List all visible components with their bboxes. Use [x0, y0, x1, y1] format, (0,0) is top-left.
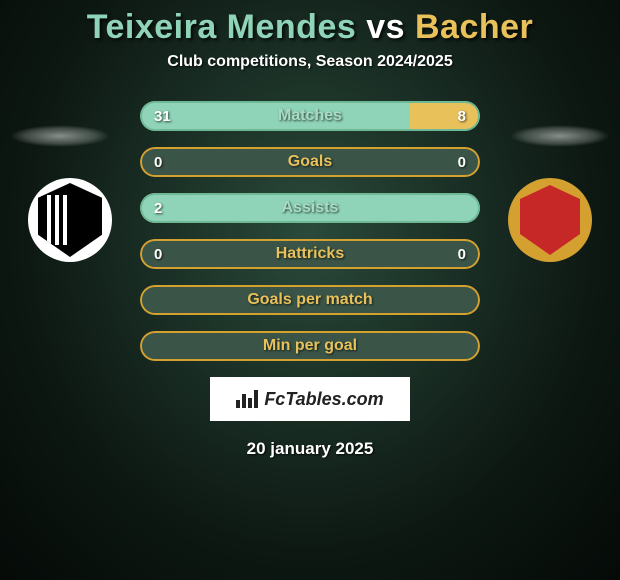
date-text: 20 january 2025 [0, 439, 620, 459]
stat-bar-row: Hattricks0 0 [140, 239, 480, 269]
fctables-badge: FcTables.com [210, 377, 410, 421]
bar-value-right: 0 [458, 239, 466, 269]
bar-value-left: 0 [154, 239, 162, 269]
stat-bar-row: Assists2 [140, 193, 480, 223]
club-crest-left [28, 178, 112, 262]
subtitle: Club competitions, Season 2024/2025 [0, 53, 620, 71]
bar-label: Goals [140, 147, 480, 177]
bar-value-left: 2 [154, 193, 162, 223]
vs-text: vs [366, 8, 405, 46]
club-crest-right [508, 178, 592, 262]
bar-value-right: 8 [458, 101, 466, 131]
bar-chart-icon [236, 390, 258, 408]
bar-label: Assists [140, 193, 480, 223]
bar-label: Goals per match [140, 285, 480, 315]
shadow-ellipse-left [10, 125, 110, 147]
bar-label: Hattricks [140, 239, 480, 269]
bar-value-right: 0 [458, 147, 466, 177]
stat-bar-row: Goals0 0 [140, 147, 480, 177]
bar-label: Min per goal [140, 331, 480, 361]
player2-name: Bacher [415, 8, 533, 46]
comparison-bars: Matches318Goals00Assists2Hattricks00Goal… [140, 101, 480, 361]
bar-value-left: 0 [154, 147, 162, 177]
stat-bar-row: Min per goal [140, 331, 480, 361]
stat-bar-row: Goals per match [140, 285, 480, 315]
shadow-ellipse-right [510, 125, 610, 147]
bar-value-left: 31 [154, 101, 171, 131]
stat-bar-row: Matches31 8 [140, 101, 480, 131]
fctables-text: FcTables.com [264, 389, 383, 410]
player1-name: Teixeira Mendes [87, 8, 357, 46]
bar-label: Matches [140, 101, 480, 131]
comparison-title: Teixeira Mendes vs Bacher [0, 8, 620, 47]
